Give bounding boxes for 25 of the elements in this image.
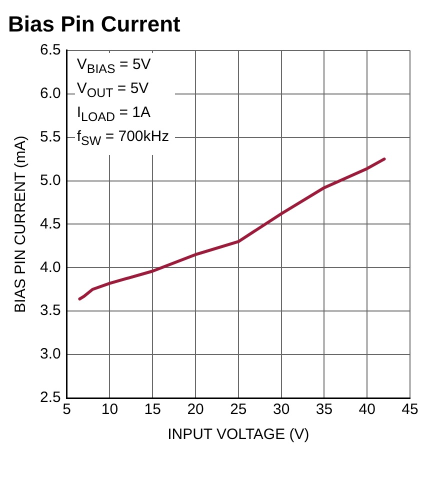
x-axis-title: INPUT VOLTAGE (V) bbox=[168, 426, 310, 444]
y-tick-label: 5.0 bbox=[40, 172, 61, 189]
x-tick-label: 35 bbox=[316, 401, 333, 418]
y-tick-label: 6.0 bbox=[40, 84, 61, 102]
annotation: V$_{OUT}$ = 5V bbox=[76, 79, 150, 102]
y-tick-label: 2.5 bbox=[40, 389, 61, 406]
annotation: f$_{SW}$ = 700kHz bbox=[76, 127, 170, 150]
x-tick-label: 5 bbox=[62, 401, 72, 418]
y-tick-label: 4.0 bbox=[40, 258, 61, 276]
x-tick-label: 25 bbox=[230, 401, 247, 418]
x-tick-label: 15 bbox=[144, 401, 161, 418]
x-tick-label: 30 bbox=[272, 401, 290, 418]
y-tick-label: 3.5 bbox=[40, 302, 61, 320]
y-tick-label: 3.0 bbox=[40, 346, 61, 363]
x-tick-label: 10 bbox=[101, 401, 118, 418]
annotation: I$_{LOAD}$ = 1A bbox=[76, 103, 152, 126]
y-axis-title: BIAS PIN CURRENT (mA) bbox=[12, 136, 30, 313]
y-tick-label: 5.5 bbox=[40, 128, 61, 146]
annotation: V$_{BIAS}$ = 5V bbox=[76, 55, 152, 78]
chart-title: Bias Pin Current bbox=[8, 11, 182, 36]
y-tick-label: 4.5 bbox=[40, 215, 61, 232]
x-tick-label: 20 bbox=[187, 401, 204, 418]
x-tick-label: 40 bbox=[358, 401, 376, 418]
y-tick-label: 6.5 bbox=[40, 42, 61, 59]
x-tick-label: 45 bbox=[402, 401, 418, 418]
